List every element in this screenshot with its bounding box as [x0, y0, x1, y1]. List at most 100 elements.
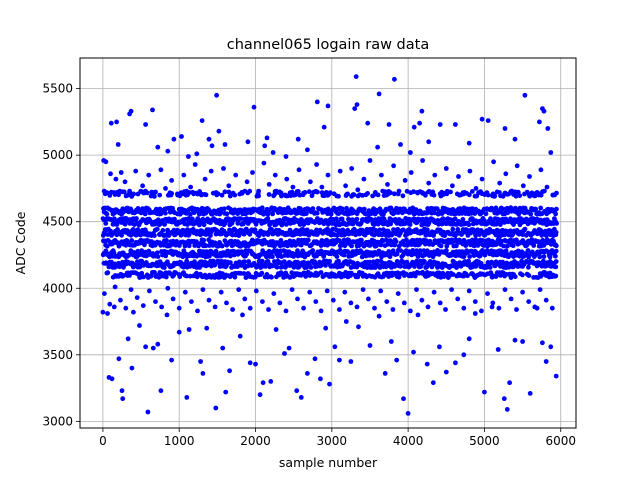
data-point: [244, 179, 250, 185]
data-point: [548, 344, 554, 350]
data-point: [313, 299, 319, 304]
data-point: [145, 409, 151, 415]
data-point: [404, 188, 410, 194]
data-point: [325, 103, 331, 109]
data-point: [361, 176, 367, 182]
data-point: [123, 305, 129, 311]
data-point: [339, 206, 345, 212]
data-point: [289, 287, 295, 292]
data-point: [400, 193, 406, 199]
data-point: [393, 239, 399, 244]
data-point: [450, 226, 456, 232]
data-point: [337, 307, 342, 312]
data-point: [526, 264, 531, 270]
data-point: [197, 190, 203, 195]
data-point: [242, 259, 247, 265]
y-tick-label: 5500: [42, 82, 73, 96]
data-point: [390, 307, 396, 312]
data-point: [543, 297, 549, 303]
data-point: [325, 172, 331, 178]
data-point: [118, 170, 124, 175]
data-point: [266, 192, 272, 197]
data-point: [354, 304, 360, 310]
data-point: [315, 189, 320, 195]
data-point: [131, 309, 136, 315]
data-point: [541, 254, 547, 259]
data-point: [456, 174, 461, 179]
data-point: [332, 344, 338, 350]
data-point: [114, 119, 119, 125]
data-point: [437, 191, 443, 197]
data-point: [328, 211, 334, 217]
data-point: [266, 182, 272, 187]
data-point: [140, 303, 146, 308]
data-point: [140, 183, 146, 189]
data-point: [443, 369, 449, 375]
data-point: [343, 319, 349, 324]
data-point: [327, 190, 333, 196]
data-point: [221, 206, 227, 212]
data-point: [355, 187, 361, 193]
data-point: [430, 380, 436, 386]
x-tick-label: 6000: [545, 434, 576, 448]
data-point: [450, 272, 456, 277]
data-point: [160, 228, 166, 233]
data-point: [489, 304, 495, 310]
data-point: [182, 289, 188, 295]
data-point: [349, 270, 354, 276]
data-point: [485, 192, 491, 198]
data-point: [453, 360, 458, 366]
data-point: [189, 216, 195, 222]
data-point: [206, 297, 212, 303]
data-point: [152, 190, 158, 195]
data-point: [163, 210, 168, 216]
data-point: [485, 291, 490, 296]
data-point: [307, 289, 313, 295]
data-point: [318, 308, 324, 314]
data-point: [385, 182, 390, 187]
data-point: [144, 190, 150, 196]
data-point: [382, 371, 388, 376]
data-point: [109, 376, 115, 382]
data-point: [352, 106, 358, 111]
data-point: [504, 243, 510, 249]
data-point: [134, 295, 140, 300]
data-point: [186, 327, 192, 332]
data-point: [492, 193, 498, 199]
data-point: [277, 300, 283, 306]
data-point: [443, 307, 448, 312]
data-point: [351, 192, 357, 198]
data-point: [426, 180, 432, 186]
data-point: [103, 159, 109, 165]
data-point: [538, 205, 544, 211]
data-point: [204, 325, 210, 331]
data-point: [268, 379, 274, 384]
data-point: [348, 300, 354, 306]
data-point: [395, 291, 401, 296]
data-point: [401, 300, 407, 306]
data-point: [553, 253, 558, 259]
data-point: [398, 263, 403, 269]
data-point: [392, 76, 397, 82]
data-point: [230, 307, 236, 312]
data-point: [336, 258, 341, 264]
data-point: [554, 206, 559, 212]
data-point: [512, 337, 518, 343]
data-point: [354, 216, 360, 222]
data-point: [154, 226, 160, 232]
data-point: [164, 238, 169, 243]
data-point: [513, 193, 519, 199]
data-point: [345, 191, 350, 197]
data-point: [372, 305, 377, 311]
data-point: [466, 222, 472, 228]
data-point: [324, 288, 330, 294]
data-point: [308, 179, 313, 185]
data-point: [422, 259, 427, 265]
data-point: [279, 192, 284, 198]
data-point: [264, 135, 270, 141]
data-point: [491, 159, 496, 165]
data-point: [137, 323, 142, 328]
data-point: [354, 102, 360, 107]
data-point: [437, 300, 443, 306]
data-point: [453, 122, 458, 127]
